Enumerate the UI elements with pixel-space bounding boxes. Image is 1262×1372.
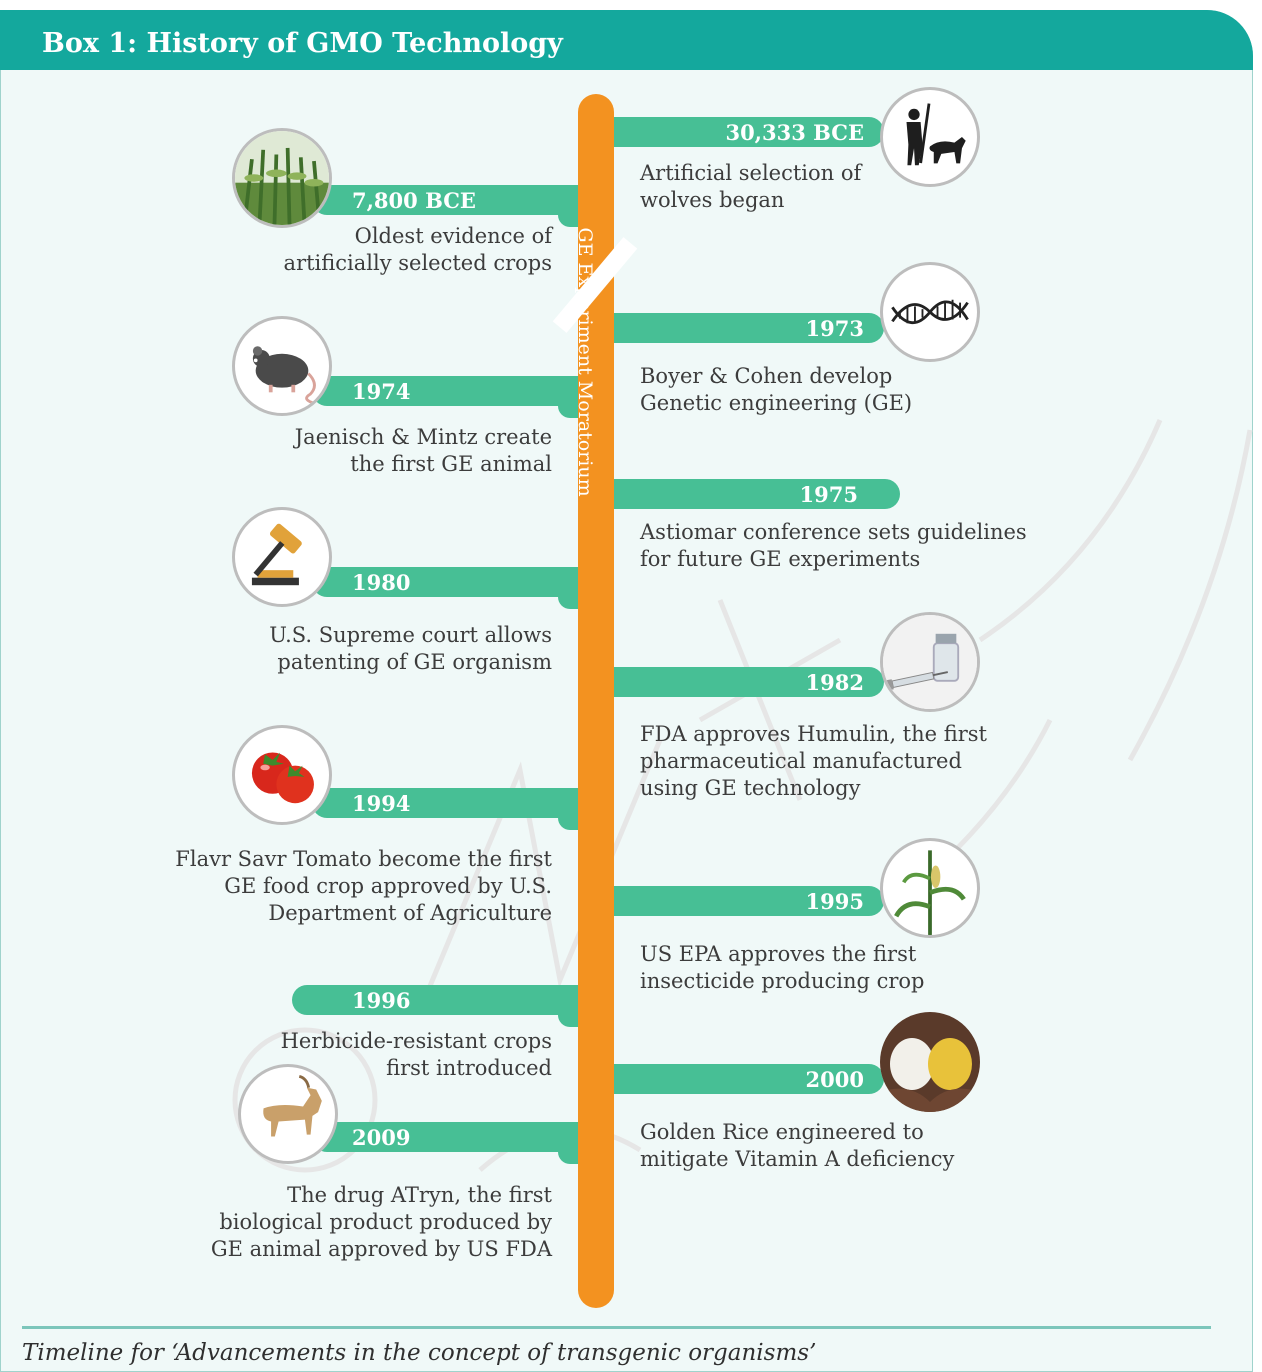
event-year: 1973 — [805, 316, 864, 341]
event-year: 1974 — [352, 379, 411, 404]
event-bar-2009: 2009 — [312, 1122, 578, 1152]
event-bar-1995: 1995 — [614, 886, 884, 916]
event-description-1996: Herbicide-resistant crops first introduc… — [280, 1029, 552, 1080]
rice-hands-icon — [880, 1012, 980, 1112]
bar-tail — [558, 406, 578, 418]
event-bar-1994: 1994 — [312, 788, 578, 818]
dna-icon — [880, 262, 980, 362]
bar-tail — [558, 1015, 578, 1027]
event-description-1975: Astiomar conference sets guidelines for … — [640, 520, 1027, 571]
event-bar-1973: 1973 — [614, 313, 884, 343]
bar-tail — [558, 215, 578, 227]
event-year: 1994 — [352, 791, 411, 816]
bar-tail — [558, 597, 578, 609]
event-bar-1980: 1980 — [312, 567, 578, 597]
corn-plant-icon — [880, 838, 980, 938]
bar-tail — [558, 1152, 578, 1164]
event-bar-2000: 2000 — [614, 1064, 884, 1094]
event-description-7800bce: Oldest evidence of artificially selected… — [283, 224, 552, 275]
event-bar-1982: 1982 — [614, 667, 884, 697]
gavel-icon — [232, 507, 332, 607]
event-description-30333bce: Artificial selection of wolves began — [640, 161, 862, 212]
event-bar-30333bce: 30,333 BCE — [614, 117, 884, 147]
vial-syringe-icon — [880, 612, 980, 712]
event-year: 1995 — [805, 889, 864, 914]
hunter-wolf-icon — [880, 87, 980, 187]
caption-rule — [22, 1326, 1211, 1329]
goat-icon — [238, 1064, 338, 1164]
event-bar-7800bce: 7,800 BCE — [312, 185, 578, 215]
event-bar-1975: 1975 — [614, 479, 900, 509]
tomato-icon — [232, 725, 332, 825]
event-description-1995: US EPA approves the first insecticide pr… — [640, 942, 925, 993]
event-year: 2009 — [352, 1125, 411, 1150]
box-header — [0, 10, 1253, 70]
event-bar-1974: 1974 — [312, 376, 578, 406]
bar-tail — [558, 818, 578, 830]
event-year: 1996 — [352, 988, 411, 1013]
event-description-1994: Flavr Savr Tomato become the first GE fo… — [175, 847, 552, 925]
event-year: 7,800 BCE — [352, 188, 476, 213]
event-description-1982: FDA approves Humulin, the first pharmace… — [640, 722, 987, 800]
figure-caption: Timeline for ‘Advancements in the concep… — [22, 1340, 817, 1366]
event-year: 1982 — [805, 670, 864, 695]
moratorium-label: GE Experiment Moratorium — [574, 227, 596, 497]
event-year: 1980 — [352, 570, 411, 595]
event-year: 2000 — [805, 1067, 864, 1092]
event-description-1973: Boyer & Cohen develop Genetic engineerin… — [640, 364, 913, 415]
event-year: 30,333 BCE — [725, 120, 864, 145]
mouse-icon — [232, 316, 332, 416]
event-description-1974: Jaenisch & Mintz create the first GE ani… — [294, 425, 552, 476]
corn-field-icon — [232, 128, 332, 228]
box-title: Box 1: History of GMO Technology — [42, 28, 563, 59]
event-description-2000: Golden Rice engineered to mitigate Vitam… — [640, 1120, 955, 1171]
event-description-2009: The drug ATryn, the first biological pro… — [210, 1183, 552, 1261]
event-bar-1996: 1996 — [292, 985, 578, 1015]
event-year: 1975 — [799, 482, 858, 507]
event-description-1980: U.S. Supreme court allows patenting of G… — [269, 623, 552, 674]
